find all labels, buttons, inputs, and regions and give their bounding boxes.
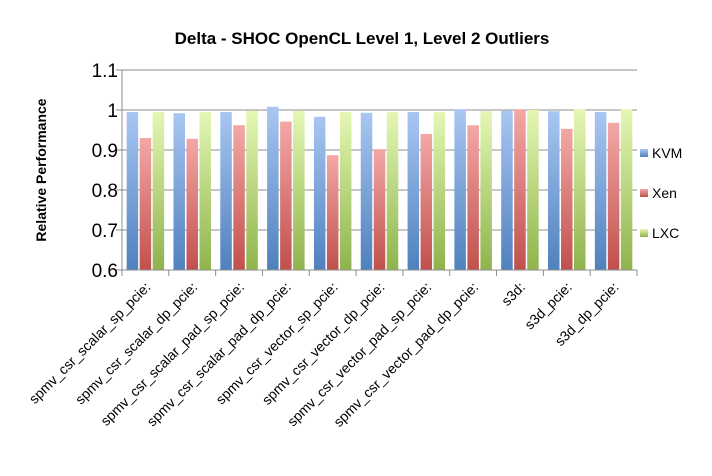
y-tick-label: 1 bbox=[107, 101, 118, 122]
bars bbox=[126, 106, 633, 270]
y-axis-ticks: 0.6 0.7 0.8 0.9 1 1.1 bbox=[92, 61, 122, 282]
bar-lxc-4 bbox=[293, 110, 305, 270]
bar-lxc-9 bbox=[527, 110, 539, 270]
y-tick-label: 1.1 bbox=[92, 61, 118, 82]
bar-kvm-11 bbox=[594, 112, 607, 270]
bar-lxc-6 bbox=[386, 112, 399, 270]
x-axis-ticks: spmv_csr_scalar_sp_pcie:spmv_csr_scalar_… bbox=[26, 270, 638, 430]
bar-lxc-7 bbox=[433, 112, 446, 270]
bar-kvm-3 bbox=[220, 112, 232, 270]
bar-kvm-7 bbox=[407, 112, 420, 270]
bar-lxc-1 bbox=[152, 112, 165, 270]
bar-kvm-1 bbox=[126, 112, 139, 270]
bar-kvm-4 bbox=[267, 106, 279, 270]
bar-lxc-10 bbox=[574, 109, 586, 270]
bar-kvm-5 bbox=[313, 116, 326, 270]
legend-label-xen: Xen bbox=[652, 185, 677, 201]
y-axis-label: Relative Performance bbox=[33, 98, 49, 241]
bar-kvm-2 bbox=[173, 113, 185, 270]
bar-xen-10 bbox=[561, 128, 573, 270]
y-tick-label: 0.9 bbox=[92, 141, 118, 162]
bar-lxc-8 bbox=[480, 111, 492, 270]
bar-xen-5 bbox=[326, 155, 339, 270]
y-tick-label: 0.8 bbox=[92, 181, 118, 202]
y-tick-label: 0.7 bbox=[92, 221, 118, 242]
bar-lxc-5 bbox=[339, 112, 352, 270]
bar-xen-8 bbox=[467, 125, 479, 270]
x-tick-label: s3d: bbox=[498, 279, 528, 309]
bar-xen-7 bbox=[420, 134, 433, 270]
chart-title: Delta - SHOC OpenCL Level 1, Level 2 Out… bbox=[175, 29, 550, 48]
bar-kvm-8 bbox=[454, 109, 466, 270]
bar-xen-1 bbox=[139, 138, 152, 270]
bar-lxc-3 bbox=[246, 110, 258, 270]
legend-label-kvm: KVM bbox=[652, 145, 682, 161]
legend-swatch-lxc bbox=[640, 229, 648, 237]
bar-kvm-10 bbox=[548, 111, 560, 270]
bar-kvm-6 bbox=[360, 112, 373, 270]
bar-xen-2 bbox=[186, 138, 198, 270]
bar-xen-9 bbox=[514, 109, 526, 270]
legend-swatch-xen bbox=[640, 189, 648, 197]
legend-swatch-kvm bbox=[640, 149, 648, 157]
legend-label-lxc: LXC bbox=[652, 225, 679, 241]
bar-xen-11 bbox=[607, 122, 620, 270]
legend: KVM Xen LXC bbox=[640, 145, 682, 241]
y-tick-label: 0.6 bbox=[92, 261, 118, 282]
bar-xen-3 bbox=[233, 125, 245, 270]
bar-xen-4 bbox=[280, 121, 292, 270]
bar-lxc-2 bbox=[199, 112, 211, 270]
bar-kvm-9 bbox=[501, 110, 513, 270]
bar-lxc-11 bbox=[620, 109, 633, 270]
bar-xen-6 bbox=[373, 149, 386, 270]
